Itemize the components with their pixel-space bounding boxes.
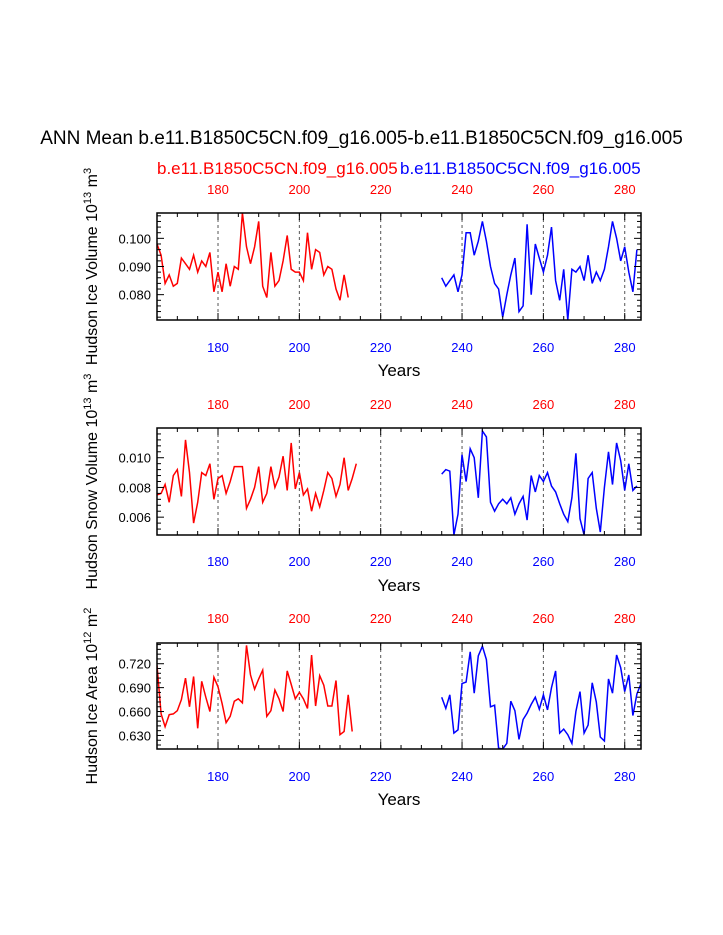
x-tick-label-bottom: 200	[289, 554, 311, 569]
y-tick-label: 0.100	[118, 231, 151, 246]
x-tick-label-top: 260	[533, 611, 555, 626]
x-tick-label-top: 200	[289, 397, 311, 412]
x-tick-label-top: 240	[451, 397, 473, 412]
x-tick-label-top: 220	[370, 182, 392, 197]
x-tick-label-top: 200	[289, 182, 311, 197]
x-tick-label-bottom: 180	[207, 340, 229, 355]
series-line-red	[157, 645, 353, 737]
x-tick-label-top: 180	[207, 397, 229, 412]
x-tick-label-bottom: 280	[614, 554, 636, 569]
x-tick-label-top: 220	[370, 611, 392, 626]
x-tick-label-top: 280	[614, 397, 636, 412]
case1-subtitle: b.e11.B1850C5CN.f09_g16.005	[157, 159, 398, 178]
x-tick-label-bottom: 240	[451, 554, 473, 569]
y-tick-label: 0.010	[118, 451, 151, 466]
x-axis-label: Years	[378, 576, 421, 595]
x-tick-label-bottom: 260	[533, 340, 555, 355]
series-line-blue	[441, 428, 638, 535]
x-tick-label-top: 260	[533, 397, 555, 412]
x-tick-label-top: 180	[207, 611, 229, 626]
x-tick-label-top: 260	[533, 182, 555, 197]
x-tick-label-bottom: 200	[289, 340, 311, 355]
x-tick-label-top: 280	[614, 182, 636, 197]
series-line-blue	[441, 221, 638, 320]
y-tick-label: 0.660	[118, 705, 151, 720]
y-tick-label: 0.080	[118, 288, 151, 303]
y-tick-label: 0.630	[118, 728, 151, 743]
x-tick-label-bottom: 220	[370, 554, 392, 569]
x-tick-label-top: 200	[289, 611, 311, 626]
x-tick-label-top: 280	[614, 611, 636, 626]
series-line-red	[157, 213, 349, 301]
x-tick-label-bottom: 260	[533, 769, 555, 784]
y-axis-label: Hudson Snow Volume 1013 m3	[82, 374, 101, 590]
x-tick-label-bottom: 240	[451, 769, 473, 784]
series-line-red	[157, 439, 358, 524]
x-axis-label: Years	[378, 790, 421, 809]
plot-title: ANN Mean b.e11.B1850C5CN.f09_g16.005-b.e…	[40, 128, 683, 149]
y-axis-label: Hudson Ice Area 1012 m2	[82, 608, 101, 785]
y-tick-label: 0.008	[118, 480, 151, 495]
x-tick-label-top: 240	[451, 182, 473, 197]
x-tick-label-top: 220	[370, 397, 392, 412]
panel-3: 180 180 200 200 220 220 240 240 260 260 280 280 0.63…	[82, 608, 642, 809]
y-axis-label: Hudson Ice Volume 1013 m3	[82, 168, 101, 365]
y-tick-label: 0.090	[118, 260, 151, 275]
x-tick-label-bottom: 280	[614, 769, 636, 784]
x-tick-label-bottom: 220	[370, 769, 392, 784]
plot-frame	[156, 642, 642, 750]
case2-subtitle: b.e11.B1850C5CN.f09_g16.005	[400, 159, 641, 178]
panel-1: 180 180 200 200 220 220 240 240 260 260 280 280 0.08…	[82, 168, 642, 380]
x-tick-label-top: 240	[451, 611, 473, 626]
x-tick-label-top: 180	[207, 182, 229, 197]
y-tick-label: 0.006	[118, 510, 151, 525]
x-tick-label-bottom: 240	[451, 340, 473, 355]
x-tick-label-bottom: 180	[207, 769, 229, 784]
y-tick-label: 0.690	[118, 681, 151, 696]
x-tick-label-bottom: 220	[370, 340, 392, 355]
x-tick-label-bottom: 200	[289, 769, 311, 784]
x-axis-label: Years	[378, 361, 421, 380]
y-tick-label: 0.720	[118, 657, 151, 672]
x-tick-label-bottom: 280	[614, 340, 636, 355]
series-line-blue	[440, 643, 641, 749]
x-tick-label-bottom: 260	[533, 554, 555, 569]
x-tick-label-bottom: 180	[207, 554, 229, 569]
panel-2: 180 180 200 200 220 220 240 240 260 260 280 280 0.00…	[82, 374, 642, 595]
